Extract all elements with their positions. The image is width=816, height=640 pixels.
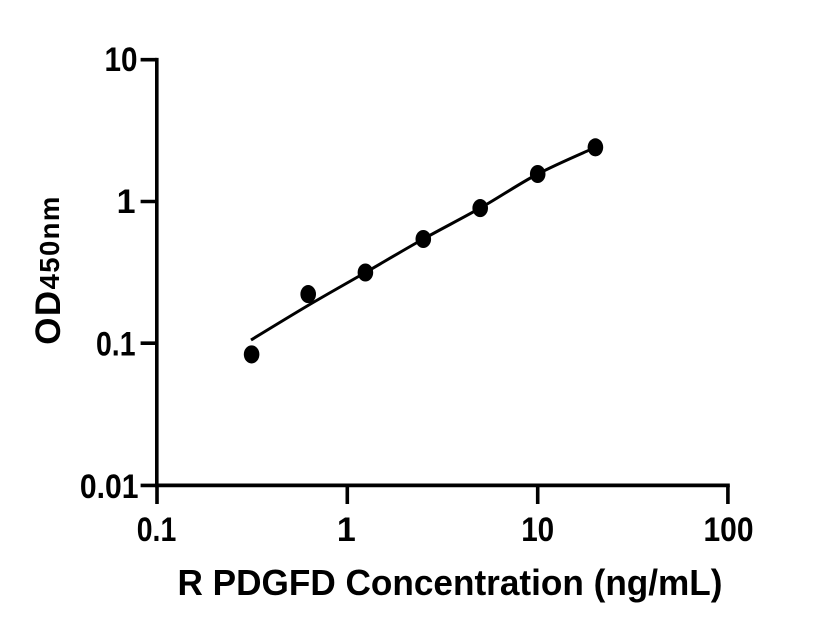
svg-text:1: 1 [337,511,356,549]
svg-text:1: 1 [117,183,136,221]
svg-text:OD450nm: OD450nm [29,195,68,344]
svg-text:0.1: 0.1 [137,511,177,549]
svg-text:100: 100 [704,511,754,549]
svg-text:10: 10 [521,511,554,549]
svg-text:0.01: 0.01 [80,468,139,506]
svg-text:0.1: 0.1 [96,326,136,364]
svg-text:10: 10 [105,41,138,79]
svg-text:R PDGFD Concentration (ng/mL): R PDGFD Concentration (ng/mL) [178,562,723,603]
